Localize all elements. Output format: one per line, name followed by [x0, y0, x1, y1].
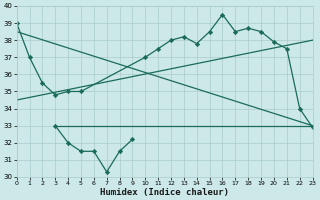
- X-axis label: Humidex (Indice chaleur): Humidex (Indice chaleur): [100, 188, 229, 197]
